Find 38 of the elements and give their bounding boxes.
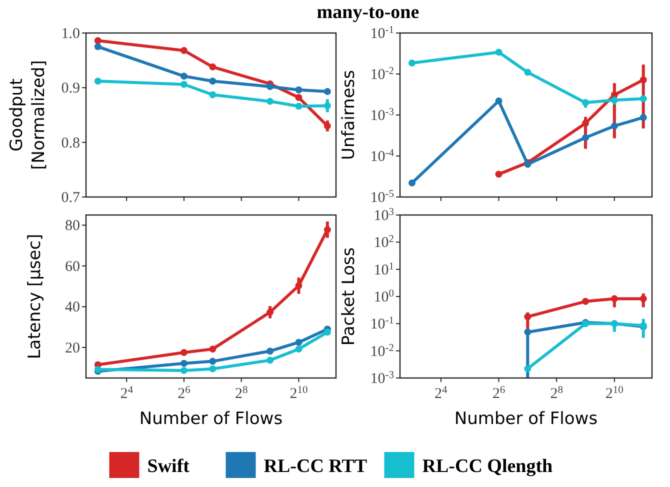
x-tick-label: 2$^{8}$ — [550, 384, 563, 402]
y-tick-label: 0.9 — [61, 80, 80, 97]
y-axis-title: Latency [μsec] — [25, 234, 45, 360]
y-tick-label: 10$^{1}$ — [374, 260, 394, 278]
y-tick-label: 10$^{-1}$ — [370, 315, 394, 333]
x-tick-label: 2$^{6}$ — [178, 384, 190, 402]
y-tick-label: 20 — [65, 340, 80, 356]
y-tick-label: 10$^{-1}$ — [370, 24, 394, 42]
y-tick-label: 10$^{-2}$ — [370, 66, 394, 83]
legend-label: RL-CC RTT — [264, 456, 368, 477]
legend-label: RL-CC Qlength — [422, 456, 554, 477]
y-tick-label: 10$^{-3}$ — [370, 370, 394, 387]
y-tick-label: 10$^{-2}$ — [370, 342, 394, 360]
y-tick-label: 0.8 — [61, 135, 80, 152]
y-tick-label: 80 — [65, 218, 80, 234]
y-tick-label: 40 — [65, 300, 80, 316]
y-axis-title: Packet Loss — [339, 247, 359, 346]
x-tick-label: 2$^{10}$ — [290, 384, 308, 402]
y-tick-label: 10$^{0}$ — [374, 288, 394, 306]
y-tick-label: 10$^{3}$ — [374, 206, 394, 224]
y-tick-label: 1.0 — [61, 26, 80, 42]
y-tick-label: 10$^{-3}$ — [370, 106, 394, 124]
y-axis-title: Unfairness — [339, 70, 359, 160]
y-tick-label: 10$^{-4}$ — [370, 148, 395, 165]
y-tick-label: 10$^{2}$ — [374, 234, 394, 252]
x-tick-label: 2$^{8}$ — [234, 384, 248, 402]
chart-title: many-to-one — [316, 2, 420, 23]
legend-label: Swift — [147, 456, 190, 477]
y-tick-label: 10$^{-5}$ — [370, 188, 394, 206]
x-axis-title: Number of Flows — [454, 409, 598, 429]
y-tick-label: 0.7 — [61, 190, 80, 206]
x-tick-label: 2$^{10}$ — [605, 384, 624, 402]
y-tick-label: 60 — [65, 258, 80, 275]
x-tick-label: 2$^{4}$ — [434, 384, 448, 402]
x-tick-label: 2$^{4}$ — [120, 384, 134, 402]
x-tick-label: 2$^{6}$ — [492, 384, 506, 402]
y-axis-title: Goodput [Normalized] — [7, 60, 49, 170]
x-axis-title: Number of Flows — [139, 409, 283, 429]
